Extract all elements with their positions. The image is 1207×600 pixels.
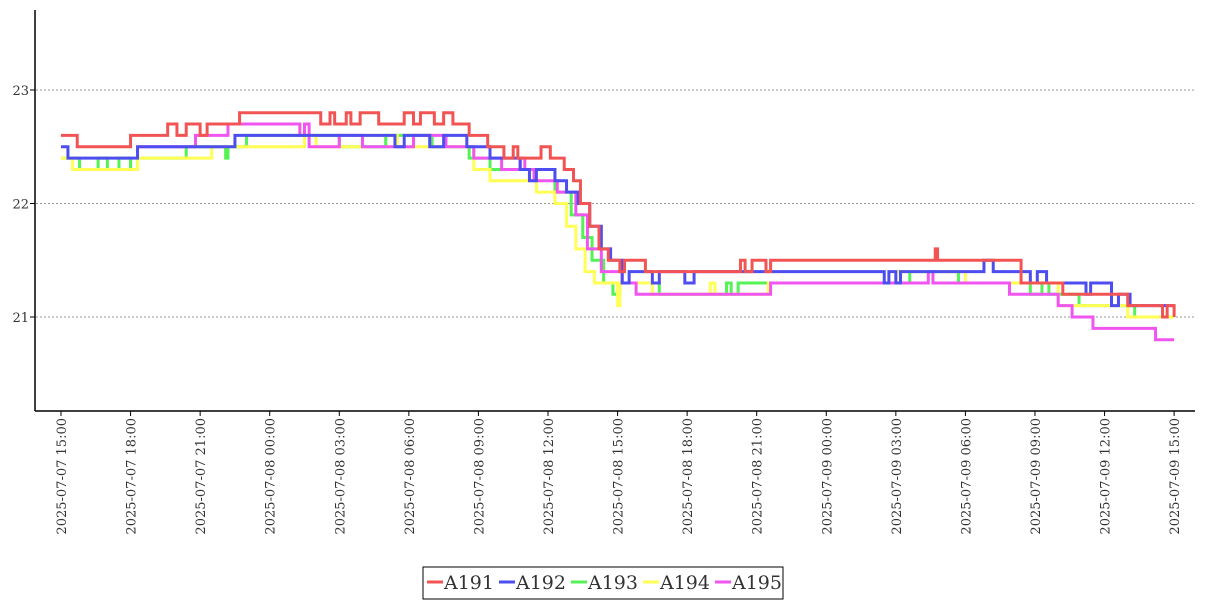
legend-label: A194 — [659, 572, 710, 594]
x-tick-label: 2025-07-09 15:00 — [1168, 418, 1183, 535]
legend-label: A191 — [443, 572, 494, 594]
series-lines — [61, 111, 1176, 342]
x-tick-label: 2025-07-09 03:00 — [890, 418, 905, 535]
x-tick-label: 2025-07-08 21:00 — [751, 418, 766, 535]
x-tick-label: 2025-07-08 12:00 — [542, 418, 557, 535]
x-tick-label: 2025-07-09 09:00 — [1029, 418, 1044, 535]
x-tick-label: 2025-07-07 21:00 — [194, 418, 209, 535]
legend-label: A193 — [587, 572, 638, 594]
legend-label: A195 — [731, 572, 782, 594]
x-tick-label: 2025-07-08 18:00 — [681, 418, 696, 535]
x-tick-label: 2025-07-09 12:00 — [1099, 418, 1114, 535]
series-line-a191 — [61, 111, 1176, 319]
y-tick-label: 21 — [12, 311, 29, 326]
legend: A191 A192 A193 A194 A195 — [422, 566, 784, 600]
x-tick-label: 2025-07-08 09:00 — [472, 418, 487, 535]
series-line-a192 — [61, 133, 1175, 308]
x-tick-label: 2025-07-08 06:00 — [403, 418, 418, 535]
y-ticks: 21 22 23 — [12, 84, 35, 326]
legend-label: A192 — [515, 572, 566, 594]
x-tick-label: 2025-07-08 00:00 — [264, 418, 279, 535]
series-line-a195 — [137, 122, 1175, 342]
x-tick-label: 2025-07-09 00:00 — [820, 418, 835, 535]
x-tick-label: 2025-07-08 03:00 — [333, 418, 348, 535]
series-line-a194 — [61, 133, 1175, 319]
x-tick-label: 2025-07-07 18:00 — [125, 418, 140, 535]
x-tick-label: 2025-07-09 06:00 — [959, 418, 974, 535]
x-tick-label: 2025-07-07 15:00 — [55, 418, 70, 535]
x-tick-label: 2025-07-08 15:00 — [612, 418, 627, 535]
gridlines — [36, 89, 1195, 318]
y-tick-label: 22 — [12, 198, 29, 213]
x-ticks: 2025-07-07 15:00 2025-07-07 18:00 2025-07-… — [55, 411, 1183, 535]
y-tick-label: 23 — [12, 84, 29, 99]
